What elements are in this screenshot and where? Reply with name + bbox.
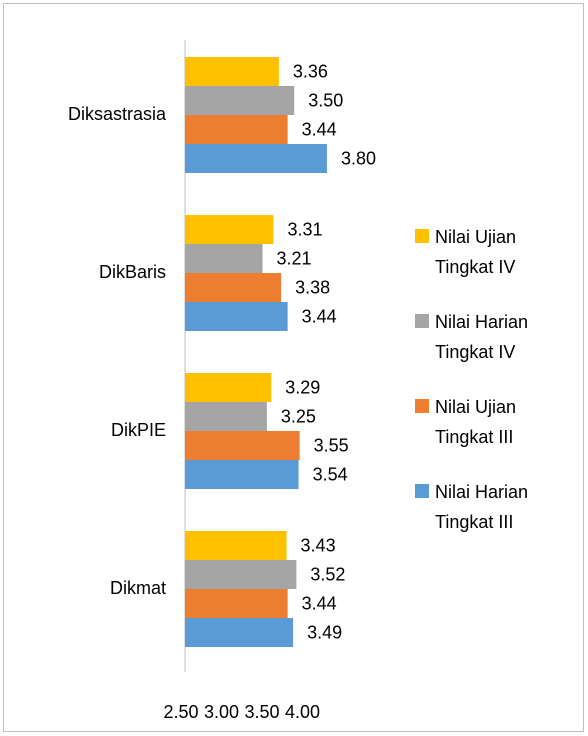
data-label: 3.29 — [285, 377, 320, 397]
bar — [185, 215, 274, 244]
bar — [185, 115, 288, 144]
legend-item: Nilai Harian Tingkat IV — [415, 307, 575, 367]
legend-swatch — [415, 314, 429, 328]
data-label: 3.43 — [301, 535, 336, 555]
bar — [185, 431, 300, 460]
x-tick-label: 4.00 — [285, 702, 320, 722]
bar — [185, 560, 297, 589]
chart-border — [3, 3, 584, 732]
bar — [185, 302, 288, 331]
data-label: 3.36 — [293, 61, 328, 81]
legend-label: Nilai Ujian Tingkat IV — [435, 227, 517, 277]
bar — [185, 144, 327, 173]
bar — [185, 373, 272, 402]
y-tick-label: Dikmat — [110, 578, 166, 598]
legend-item: Nilai Ujian Tingkat III — [415, 392, 575, 452]
bar — [185, 86, 295, 115]
bar — [185, 589, 288, 618]
bar — [185, 460, 299, 489]
y-tick-label: Diksastrasia — [68, 104, 167, 124]
data-label: 3.80 — [341, 148, 376, 168]
legend-label: Nilai Harian Tingkat III — [435, 482, 529, 532]
legend-swatch — [415, 399, 429, 413]
legend-item: Nilai Harian Tingkat III — [415, 477, 575, 537]
bar — [185, 402, 267, 431]
legend-label: Nilai Ujian Tingkat III — [435, 397, 517, 447]
bar — [185, 244, 263, 273]
x-tick-label: 2.50 — [163, 702, 198, 722]
data-label: 3.44 — [302, 119, 337, 139]
data-label: 3.31 — [287, 219, 322, 239]
x-tick-label: 3.00 — [204, 702, 239, 722]
bar — [185, 57, 279, 86]
bar — [185, 273, 282, 302]
legend-label: Nilai Harian Tingkat IV — [435, 312, 529, 362]
y-tick-label: DikBaris — [99, 262, 166, 282]
data-label: 3.25 — [281, 406, 316, 426]
legend-item: Nilai Ujian Tingkat IV — [415, 222, 575, 282]
data-label: 3.49 — [307, 622, 342, 642]
data-label: 3.44 — [302, 306, 337, 326]
legend-swatch — [415, 484, 429, 498]
data-label: 3.50 — [308, 90, 343, 110]
data-label: 3.52 — [310, 564, 345, 584]
data-label: 3.38 — [295, 277, 330, 297]
bar — [185, 531, 287, 560]
x-tick-label: 3.50 — [244, 702, 279, 722]
data-label: 3.54 — [313, 464, 348, 484]
y-tick-label: DikPIE — [111, 420, 166, 440]
data-label: 3.21 — [277, 248, 312, 268]
bar — [185, 618, 294, 647]
data-label: 3.55 — [314, 435, 349, 455]
legend-swatch — [415, 229, 429, 243]
data-label: 3.44 — [302, 593, 337, 613]
